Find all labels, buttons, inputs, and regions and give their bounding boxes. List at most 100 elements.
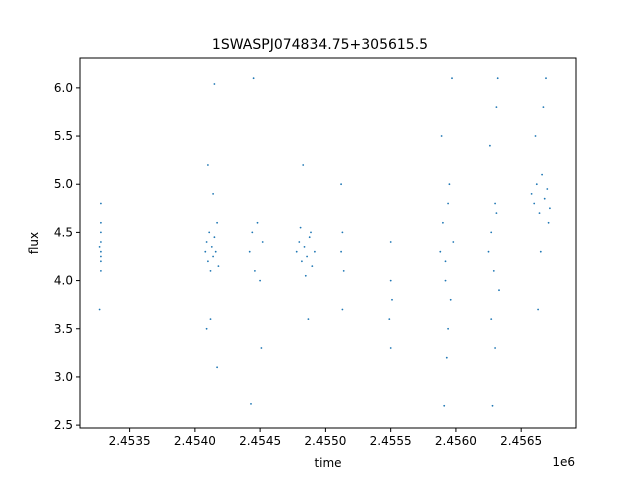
- data-point: [451, 77, 453, 80]
- chart-title: 1SWASPJ074834.75+305615.5: [212, 37, 428, 53]
- data-points: [98, 77, 551, 407]
- data-point: [535, 183, 538, 186]
- data-point: [250, 403, 252, 405]
- y-tick-label: 4.5: [54, 225, 73, 239]
- data-point: [310, 231, 312, 234]
- data-point: [254, 270, 256, 272]
- data-point: [209, 318, 212, 320]
- data-point: [205, 327, 208, 330]
- y-tick-label: 3.5: [54, 322, 73, 336]
- data-point: [530, 193, 533, 195]
- data-point: [492, 270, 495, 272]
- data-point: [100, 270, 102, 272]
- data-point: [498, 289, 500, 292]
- data-point: [248, 250, 251, 253]
- data-point: [495, 212, 498, 215]
- data-point: [391, 298, 393, 301]
- data-point: [251, 231, 254, 234]
- data-point: [534, 135, 537, 137]
- data-point: [207, 164, 209, 166]
- data-point: [217, 265, 220, 267]
- data-point: [204, 250, 207, 253]
- data-point: [252, 77, 255, 80]
- data-point: [494, 347, 496, 349]
- x-tick-label: 2.4535: [109, 434, 151, 448]
- y-tick-label: 4.0: [54, 274, 73, 288]
- data-point: [444, 260, 447, 263]
- data-point: [259, 279, 261, 282]
- data-point: [389, 241, 392, 243]
- data-point: [389, 347, 392, 349]
- data-point: [100, 221, 102, 224]
- data-point: [539, 250, 542, 253]
- data-point: [212, 255, 215, 258]
- data-point: [537, 308, 539, 311]
- data-point: [440, 135, 443, 137]
- data-point: [261, 241, 264, 243]
- data-point: [447, 202, 449, 205]
- data-point: [452, 241, 455, 243]
- data-point: [341, 308, 344, 311]
- x-axis-offset-label: 1e6: [552, 455, 575, 469]
- data-point: [542, 106, 545, 108]
- data-point: [208, 231, 211, 234]
- data-point: [306, 255, 308, 258]
- data-point: [543, 197, 546, 200]
- data-point: [495, 106, 498, 108]
- data-point: [210, 246, 213, 248]
- data-point: [546, 188, 549, 190]
- y-tick-label: 5.5: [54, 129, 73, 143]
- data-point: [304, 274, 307, 277]
- data-point: [439, 250, 442, 253]
- data-point: [301, 260, 303, 263]
- data-point: [444, 279, 447, 282]
- data-point: [98, 308, 101, 311]
- data-point: [307, 318, 310, 320]
- data-point: [445, 356, 448, 359]
- data-point: [311, 265, 314, 267]
- data-point: [213, 83, 216, 85]
- y-tick-label: 2.5: [54, 418, 73, 432]
- y-tick-label: 6.0: [54, 81, 73, 95]
- data-point: [442, 221, 444, 224]
- data-point: [443, 404, 446, 407]
- data-point: [260, 347, 263, 349]
- x-tick-label: 2.4560: [435, 434, 477, 448]
- data-point: [342, 270, 345, 272]
- data-point: [340, 250, 342, 253]
- data-point: [494, 202, 496, 205]
- data-point: [214, 250, 217, 253]
- data-point: [302, 164, 305, 166]
- data-point: [341, 231, 344, 234]
- data-point: [340, 183, 342, 186]
- data-point: [207, 260, 209, 263]
- data-point: [490, 318, 493, 320]
- data-point: [299, 226, 302, 229]
- data-point: [314, 250, 316, 253]
- x-tick-label: 2.4540: [174, 434, 216, 448]
- data-point: [491, 404, 494, 407]
- data-point: [533, 202, 536, 205]
- x-tick-label: 2.4555: [370, 434, 412, 448]
- data-point: [489, 144, 491, 147]
- data-point: [303, 246, 306, 248]
- data-point: [213, 236, 216, 239]
- data-point: [100, 255, 102, 258]
- data-point: [98, 246, 101, 248]
- data-point: [547, 221, 550, 224]
- data-point: [389, 279, 392, 282]
- data-point: [545, 77, 547, 80]
- data-point: [100, 250, 102, 253]
- plot-frame: [79, 57, 577, 429]
- data-point: [490, 231, 493, 234]
- data-point: [447, 327, 449, 330]
- data-point: [298, 241, 301, 243]
- data-point: [388, 318, 391, 320]
- data-point: [538, 212, 541, 215]
- data-point: [295, 250, 298, 253]
- data-point: [100, 260, 102, 263]
- x-axis-label: time: [314, 456, 341, 470]
- y-axis-ticks: 2.5 3.0 3.5 4.0 4.5 5.0 5.5 6.0: [54, 81, 80, 432]
